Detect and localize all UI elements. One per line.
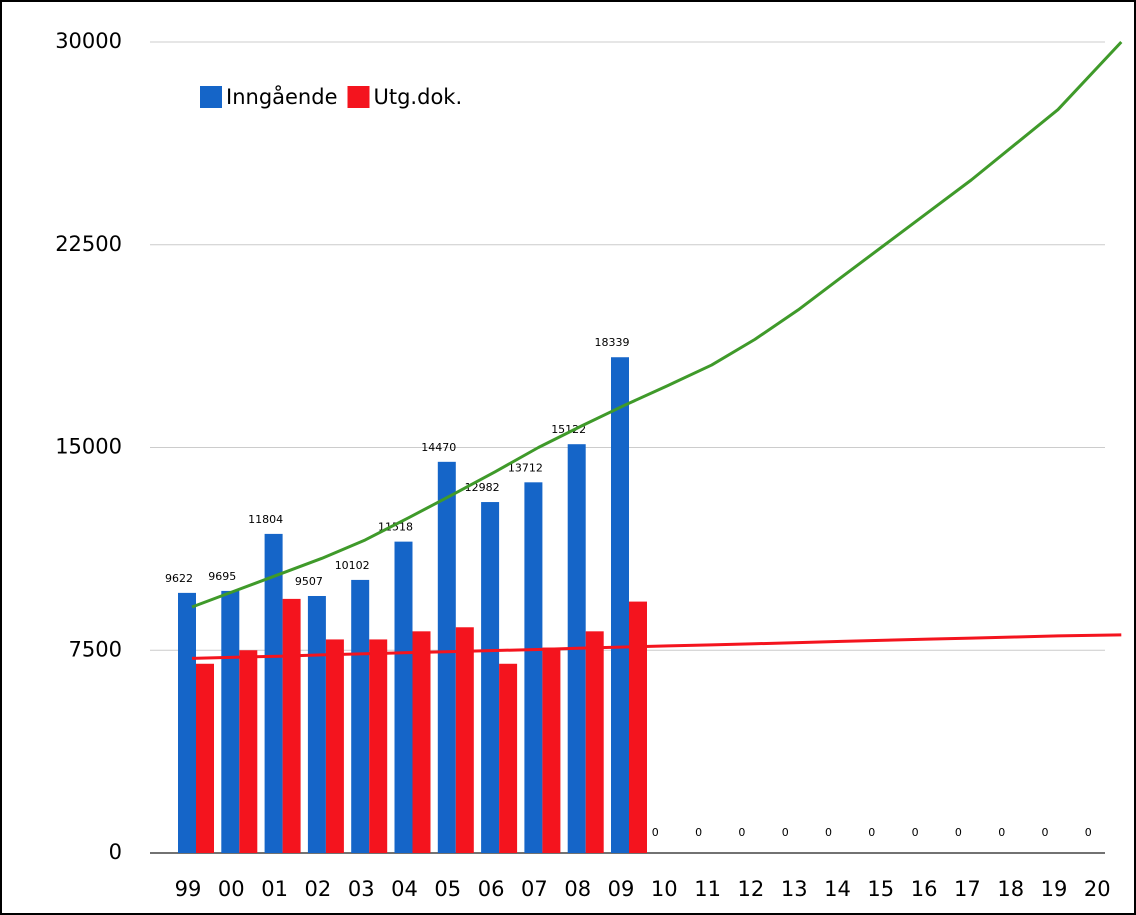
x-tick-label: 16 — [911, 877, 938, 901]
y-tick-label: 15000 — [55, 435, 122, 459]
y-tick-label: 0 — [109, 840, 122, 864]
bar — [264, 533, 283, 853]
x-tick-label: 20 — [1084, 877, 1111, 901]
x-tick-label: 99 — [175, 877, 202, 901]
data-label: 0 — [695, 826, 702, 839]
x-tick-label: 09 — [608, 877, 635, 901]
bar — [394, 541, 413, 853]
trend-line — [191, 633, 1122, 660]
bar — [178, 592, 196, 853]
x-tick-label: 13 — [781, 877, 808, 901]
bar — [196, 663, 214, 853]
bar — [524, 482, 543, 853]
x-tick-label: 19 — [1041, 877, 1068, 901]
bar — [455, 627, 474, 853]
x-tick-label: 05 — [434, 877, 461, 901]
y-tick-label: 30000 — [55, 29, 122, 53]
x-tick-label: 01 — [261, 877, 288, 901]
bar — [629, 601, 647, 853]
bar — [481, 502, 500, 853]
bar — [585, 631, 604, 853]
x-tick-label: 10 — [651, 877, 678, 901]
x-tick-label: 14 — [824, 877, 851, 901]
data-label: 0 — [998, 826, 1005, 839]
data-label: 0 — [955, 826, 962, 839]
bar — [221, 590, 240, 853]
data-label: 0 — [1042, 826, 1049, 839]
legend-swatch — [347, 86, 370, 108]
trend-line — [191, 40, 1123, 609]
x-tick-label: 11 — [694, 877, 721, 901]
legend-label: Utg.dok. — [374, 85, 463, 109]
bar — [325, 639, 344, 853]
data-label: 0 — [912, 826, 919, 839]
y-tick-label: 7500 — [69, 637, 122, 661]
bar — [239, 650, 258, 853]
data-label: 0 — [1085, 826, 1092, 839]
x-tick-label: 08 — [564, 877, 591, 901]
x-tick-label: 07 — [521, 877, 548, 901]
x-tick-label: 12 — [738, 877, 765, 901]
data-label: 0 — [738, 826, 745, 839]
data-label: 18339 — [595, 336, 630, 349]
data-label: 9622 — [165, 572, 193, 585]
bar — [437, 461, 456, 853]
x-tick-label: 18 — [997, 877, 1024, 901]
bar — [499, 663, 518, 853]
data-label: 0 — [825, 826, 832, 839]
x-tick-label: 17 — [954, 877, 981, 901]
bar — [369, 639, 388, 853]
data-label: 13712 — [508, 461, 543, 474]
data-label: 0 — [782, 826, 789, 839]
bar — [351, 579, 370, 853]
bar — [282, 598, 301, 853]
x-tick-label: 00 — [218, 877, 245, 901]
data-label: 9507 — [295, 575, 323, 588]
data-label: 0 — [868, 826, 875, 839]
bar — [412, 631, 431, 853]
x-tick-label: 03 — [348, 877, 375, 901]
x-tick-label: 15 — [867, 877, 894, 901]
data-label: 12982 — [465, 481, 500, 494]
legend-swatch — [200, 86, 222, 108]
bar — [307, 595, 326, 853]
bar — [542, 647, 561, 853]
data-label: 11804 — [248, 513, 283, 526]
x-tick-label: 06 — [478, 877, 505, 901]
data-label: 9695 — [208, 570, 236, 583]
data-label: 10102 — [335, 559, 370, 572]
y-tick-label: 22500 — [55, 232, 122, 256]
bar — [611, 357, 629, 853]
x-tick-label: 04 — [391, 877, 418, 901]
x-tick-label: 02 — [305, 877, 332, 901]
data-label: 0 — [652, 826, 659, 839]
legend-label: Inngående — [226, 84, 338, 109]
data-label: 14470 — [421, 441, 456, 454]
